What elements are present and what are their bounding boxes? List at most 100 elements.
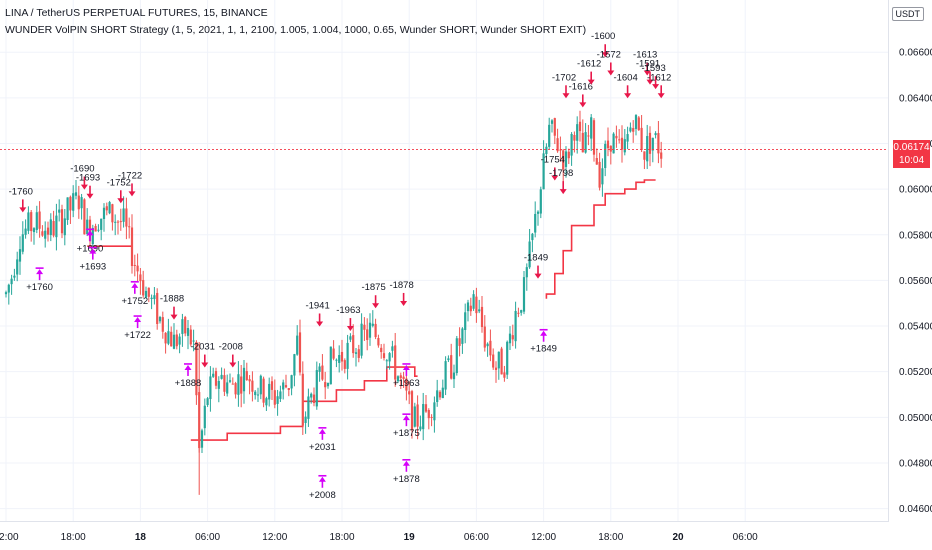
candle-down <box>251 380 254 392</box>
candle-up <box>396 376 400 382</box>
time-axis[interactable]: 12:00 18:00 18 06:00 12:00 18:00 19 06:00 12:00 1… <box>0 532 758 543</box>
candle-up <box>391 346 394 351</box>
candle-down <box>511 335 514 340</box>
exit-arrow-head <box>540 330 548 336</box>
price-tick-label: 0.05400 <box>899 322 932 333</box>
candle-down <box>578 121 582 132</box>
candle-up <box>122 208 125 222</box>
candle-down <box>424 404 428 412</box>
candle-down <box>298 332 302 373</box>
time-tick-label: 06:00 <box>195 532 220 543</box>
candle-up <box>326 382 330 387</box>
candle-down <box>632 128 635 132</box>
candle-up <box>525 267 528 278</box>
candle-up <box>304 416 307 423</box>
candle-up <box>279 391 282 399</box>
price-axis[interactable]: 0.04600 0.04800 0.05000 0.05200 0.05400 0.056… <box>899 48 932 515</box>
entry-label: -1612 <box>577 59 601 70</box>
candle-up <box>21 234 24 252</box>
candle-down <box>128 226 131 228</box>
candle-up <box>629 127 632 132</box>
candle-up <box>413 406 416 427</box>
candle-up <box>542 153 545 190</box>
candle-up <box>13 275 16 278</box>
candle-up <box>49 219 52 236</box>
candle-down <box>357 349 360 358</box>
candle-up <box>466 302 470 312</box>
candle-down <box>52 221 55 236</box>
entry-label: -2031 <box>191 342 215 353</box>
candle-up <box>360 323 363 356</box>
candle-up <box>318 366 321 372</box>
candle-up <box>514 310 517 342</box>
candle-up <box>371 323 374 326</box>
candle-down <box>60 209 64 234</box>
candle-down <box>517 312 520 314</box>
candle-down <box>573 135 576 141</box>
candle-down <box>105 206 108 211</box>
candle-up <box>7 284 10 293</box>
current-price-label: 0.06174 10:04 <box>893 140 930 169</box>
price-tick-label: 0.05200 <box>899 367 932 378</box>
entry-arrow-head <box>400 300 408 306</box>
entry-label: -1690 <box>70 164 94 175</box>
candle-up <box>186 328 190 336</box>
candle-up <box>601 168 604 185</box>
candle-down <box>609 145 612 152</box>
candle-down <box>262 378 265 403</box>
candle-up <box>268 383 271 400</box>
candle-down <box>374 323 377 338</box>
exit-arrow-head <box>318 476 326 482</box>
candle-up <box>385 360 388 362</box>
candle-down <box>340 351 344 362</box>
candle-down <box>492 354 495 368</box>
trade-markers: -1760 -1690-1693 -1752-1722 -1888 -2031 -2008… <box>9 31 672 501</box>
chart-grid <box>0 0 888 521</box>
candle-down <box>483 326 486 348</box>
candle-down <box>270 381 274 390</box>
candle-down <box>147 287 150 297</box>
entry-arrow-head <box>646 79 654 85</box>
entry-arrow-head <box>559 189 567 195</box>
candle-up <box>220 374 223 379</box>
candle-up <box>178 336 181 345</box>
exit-label: +1760 <box>26 282 53 293</box>
trailing-stop-segment-1 <box>190 366 418 441</box>
entry-arrow-head <box>128 191 136 197</box>
candle-up <box>447 358 450 361</box>
candle-up <box>346 342 349 369</box>
candle-up <box>44 230 47 239</box>
candle-up <box>108 202 111 214</box>
candle-up <box>63 218 66 236</box>
candle-down <box>30 212 33 232</box>
candle-down <box>648 132 652 154</box>
candle-down <box>83 199 86 235</box>
candle-up <box>58 209 61 213</box>
candle-up <box>144 290 148 298</box>
candle-down <box>562 150 565 170</box>
candle-up <box>206 398 209 405</box>
candle-up <box>368 322 372 338</box>
candle-down <box>248 379 251 382</box>
candle-down <box>618 139 621 141</box>
candle-down <box>382 353 386 359</box>
strategy-legend[interactable]: WUNDER VolPIN SHORT Strategy (1, 5, 2021… <box>5 24 587 36</box>
candle-up <box>276 396 279 404</box>
candle-down <box>352 335 355 354</box>
candle-down <box>500 348 503 375</box>
currency-button[interactable]: USDT <box>891 7 924 21</box>
candle-down <box>170 331 173 347</box>
candle-up <box>478 309 481 312</box>
candle-up <box>209 376 212 400</box>
candle-down <box>94 225 97 232</box>
candle-up <box>338 355 341 363</box>
candle-up <box>506 341 509 375</box>
exit-label: +1888 <box>175 378 202 389</box>
exit-label: +1878 <box>393 474 420 485</box>
candle-down <box>139 274 142 282</box>
candle-up <box>242 367 246 392</box>
candle-down <box>324 382 327 388</box>
entry-label: -1600 <box>591 31 615 42</box>
candle-down <box>284 385 288 388</box>
